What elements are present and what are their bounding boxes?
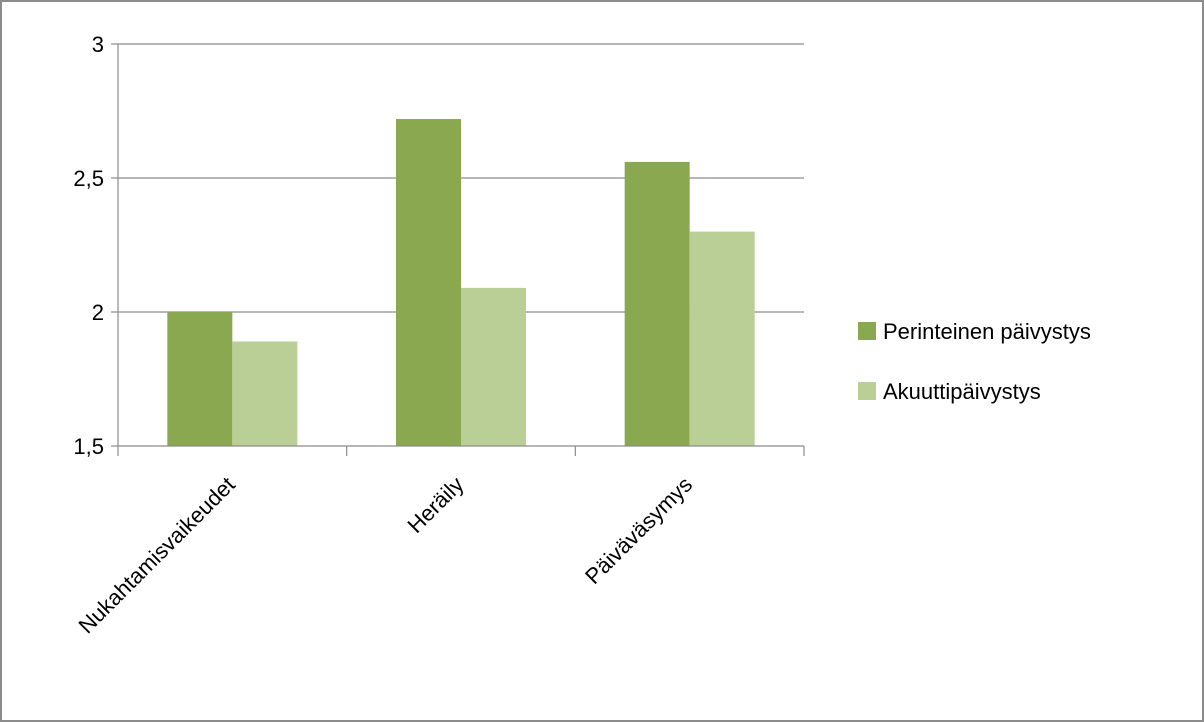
bar-akuuttipaivystys-nukahtamisvaikeudet [232,341,298,446]
legend-swatch-akuuttipaivystys [858,382,876,400]
bars [167,119,755,447]
bar-perinteinen-paivystys-heraily [396,119,461,446]
legend: Perinteinen päivystys Akuuttipäivystys [858,319,1091,404]
y-tick-label: 2 [92,300,104,325]
bar-perinteinen-paivystys-paivavasymys [624,161,690,447]
y-tick-label: 2,5 [73,166,104,191]
axes [111,43,805,456]
legend-label-perinteinen-paivystys: Perinteinen päivystys [883,319,1091,344]
legend-swatch-perinteinen-paivystys [858,322,876,340]
legend-label-akuuttipaivystys: Akuuttipäivystys [883,379,1041,404]
y-tick-labels: 1,5 2 2,5 3 [73,32,104,459]
bar-akuuttipaivystys-paivavasymys [689,231,755,446]
bar-perinteinen-paivystys-nukahtamisvaikeudet [167,312,233,446]
x-tick-label: Päiväväsymys [580,472,697,589]
y-tick-label: 1,5 [73,434,104,459]
y-tick-label: 3 [92,32,104,57]
bar-akuuttipaivystys-heraily [461,287,526,446]
x-tick-labels: Nukahtamisvaikeudet Heräily Päiväväsymys [73,472,697,638]
x-tick-label: Nukahtamisvaikeudet [73,472,239,638]
x-tick-label: Heräily [402,472,468,538]
